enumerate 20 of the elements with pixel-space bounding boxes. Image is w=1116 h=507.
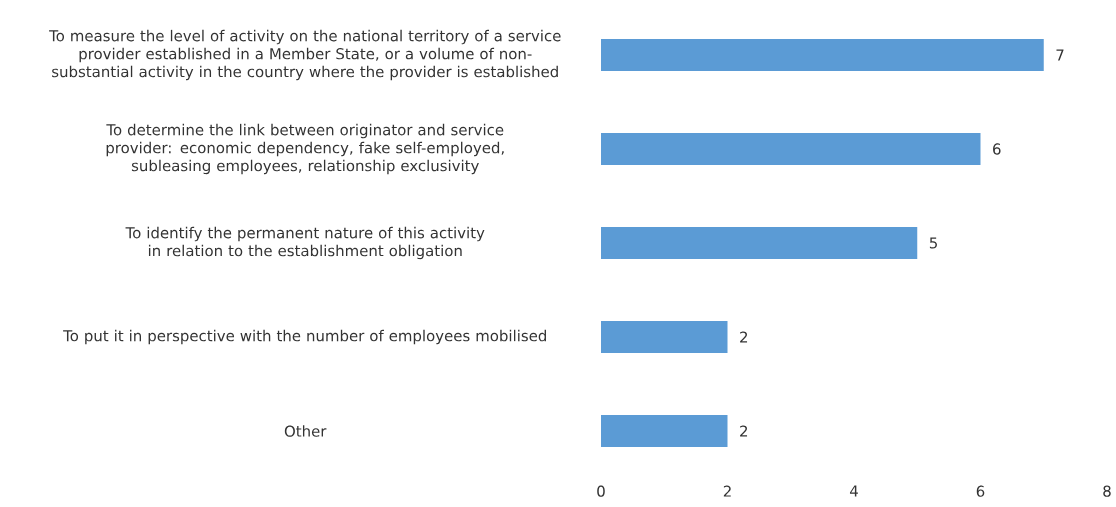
x-tick-label: 0: [597, 485, 605, 497]
data-label: 7: [1056, 49, 1064, 61]
data-label: 2: [740, 331, 748, 343]
bar: [601, 133, 981, 166]
y-tick-label: Other: [284, 425, 327, 437]
y-tick-label: To identify the permanent nature of this activity in relation to the establishment obligation: [125, 226, 485, 260]
bar: [601, 415, 728, 447]
bar: [601, 321, 728, 354]
x-tick-label: 6: [976, 485, 985, 497]
y-tick-label: To determine the link between originator and service provider: economic dependency, fake self-employed, subleasing employees, relationship exclusivity: [106, 123, 504, 175]
y-tick-label: To put it in perspective with the number of employees mobilised: [63, 329, 546, 345]
x-tick-label: 4: [849, 485, 858, 497]
bar: [601, 39, 1044, 72]
y-tick-label: To measure the level of activity on the national territory of a service provider established in a Member State, or a volume of non-substantial activity in the country where the provider is established: [49, 29, 561, 81]
data-label: 2: [740, 425, 748, 437]
x-tick-label: 2: [723, 485, 731, 497]
bar: [601, 227, 918, 260]
data-label: 6: [993, 143, 1001, 155]
x-tick-label: 8: [1103, 485, 1111, 497]
data-label: 5: [929, 237, 937, 249]
